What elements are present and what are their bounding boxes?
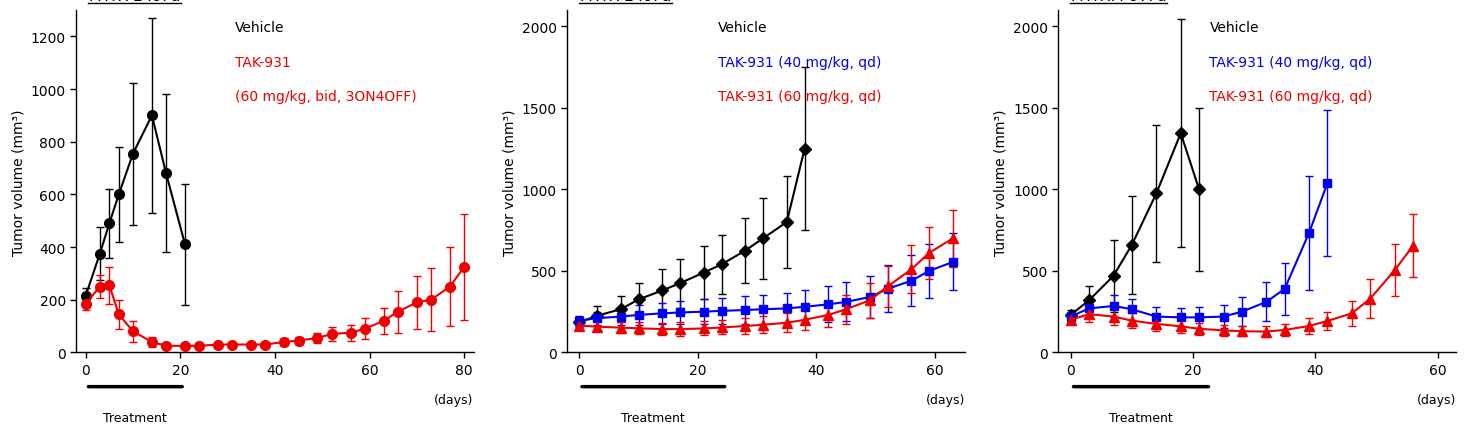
Y-axis label: Tumor volume (mm³): Tumor volume (mm³) <box>993 109 1008 255</box>
Text: (60 mg/kg, bid, 3ON4OFF): (60 mg/kg, bid, 3ON4OFF) <box>235 89 417 104</box>
Text: Vehicle: Vehicle <box>719 22 767 35</box>
Text: PHTXM-97Pa: PHTXM-97Pa <box>1071 0 1168 4</box>
Text: TAK-931 (40 mg/kg, qd): TAK-931 (40 mg/kg, qd) <box>1209 55 1373 70</box>
Text: TAK-931 (40 mg/kg, qd): TAK-931 (40 mg/kg, qd) <box>719 55 882 70</box>
Text: Treatment: Treatment <box>1109 411 1174 424</box>
Text: Vehicle: Vehicle <box>1209 22 1259 35</box>
Y-axis label: Tumor volume (mm³): Tumor volume (mm³) <box>12 109 25 255</box>
Text: TAK-931 (60 mg/kg, qd): TAK-931 (60 mg/kg, qd) <box>1209 89 1373 104</box>
Text: PHTX-249Pa: PHTX-249Pa <box>579 0 672 4</box>
Text: TAK-931: TAK-931 <box>235 55 290 70</box>
Text: Vehicle: Vehicle <box>235 22 285 35</box>
Text: (days): (days) <box>926 393 965 406</box>
Y-axis label: Tumor volume (mm³): Tumor volume (mm³) <box>502 109 516 255</box>
Text: TAK-931 (60 mg/kg, qd): TAK-931 (60 mg/kg, qd) <box>719 89 882 104</box>
Text: Treatment: Treatment <box>622 411 685 424</box>
Text: (days): (days) <box>1417 393 1455 406</box>
Text: Treatment: Treatment <box>104 411 167 424</box>
Text: (days): (days) <box>434 393 474 406</box>
Text: PHTX-249Pa: PHTX-249Pa <box>88 0 180 4</box>
